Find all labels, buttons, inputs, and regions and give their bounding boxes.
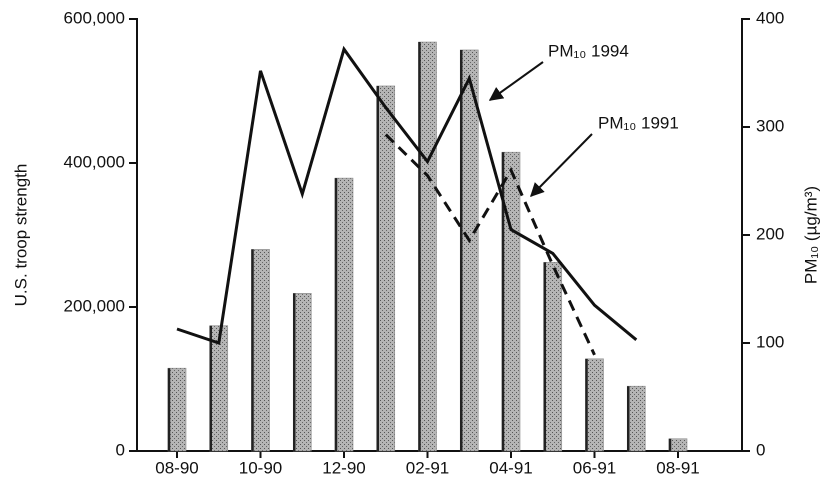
bar — [167, 367, 187, 452]
y-axis-title: U.S. troop strength — [11, 164, 30, 307]
bar — [251, 249, 270, 452]
y-tick-label: 400,000 — [64, 152, 125, 171]
bar — [418, 41, 437, 452]
bar — [626, 385, 646, 452]
y-tick-label: 0 — [116, 440, 125, 459]
x-tick-label: 10-90 — [239, 458, 282, 477]
line — [384, 133, 596, 356]
bar — [292, 293, 312, 452]
y2-tick-label: 200 — [756, 224, 784, 243]
y2-tick-label: 300 — [756, 116, 784, 135]
bar — [459, 49, 479, 452]
annotation-arrow — [530, 133, 593, 197]
bar — [585, 358, 604, 452]
annotation-arrow — [488, 61, 544, 101]
x-tick-label: 08-90 — [155, 458, 198, 477]
y-tick-label: 200,000 — [64, 296, 125, 315]
bar — [543, 262, 563, 452]
series-annotation: PM₁₀ 1994 — [548, 41, 629, 60]
x-tick-label: 08-91 — [656, 458, 699, 477]
x-tick-label: 04-91 — [489, 458, 532, 477]
bar — [334, 177, 354, 452]
bar — [668, 438, 688, 452]
x-tick-label: 02-91 — [406, 458, 449, 477]
x-tick-label: 06-91 — [573, 458, 616, 477]
bar — [501, 151, 521, 452]
series-annotation: PM₁₀ 1991 — [598, 113, 679, 132]
line — [176, 45, 638, 345]
y2-axis-title: PM₁₀ (µg/m³) — [801, 186, 820, 284]
y2-tick-label: 400 — [756, 8, 784, 27]
y2-tick-label: 100 — [756, 332, 784, 351]
x-tick-label: 12-90 — [322, 458, 365, 477]
y2-tick-label: 0 — [756, 440, 765, 459]
y-tick-label: 600,000 — [64, 8, 125, 27]
